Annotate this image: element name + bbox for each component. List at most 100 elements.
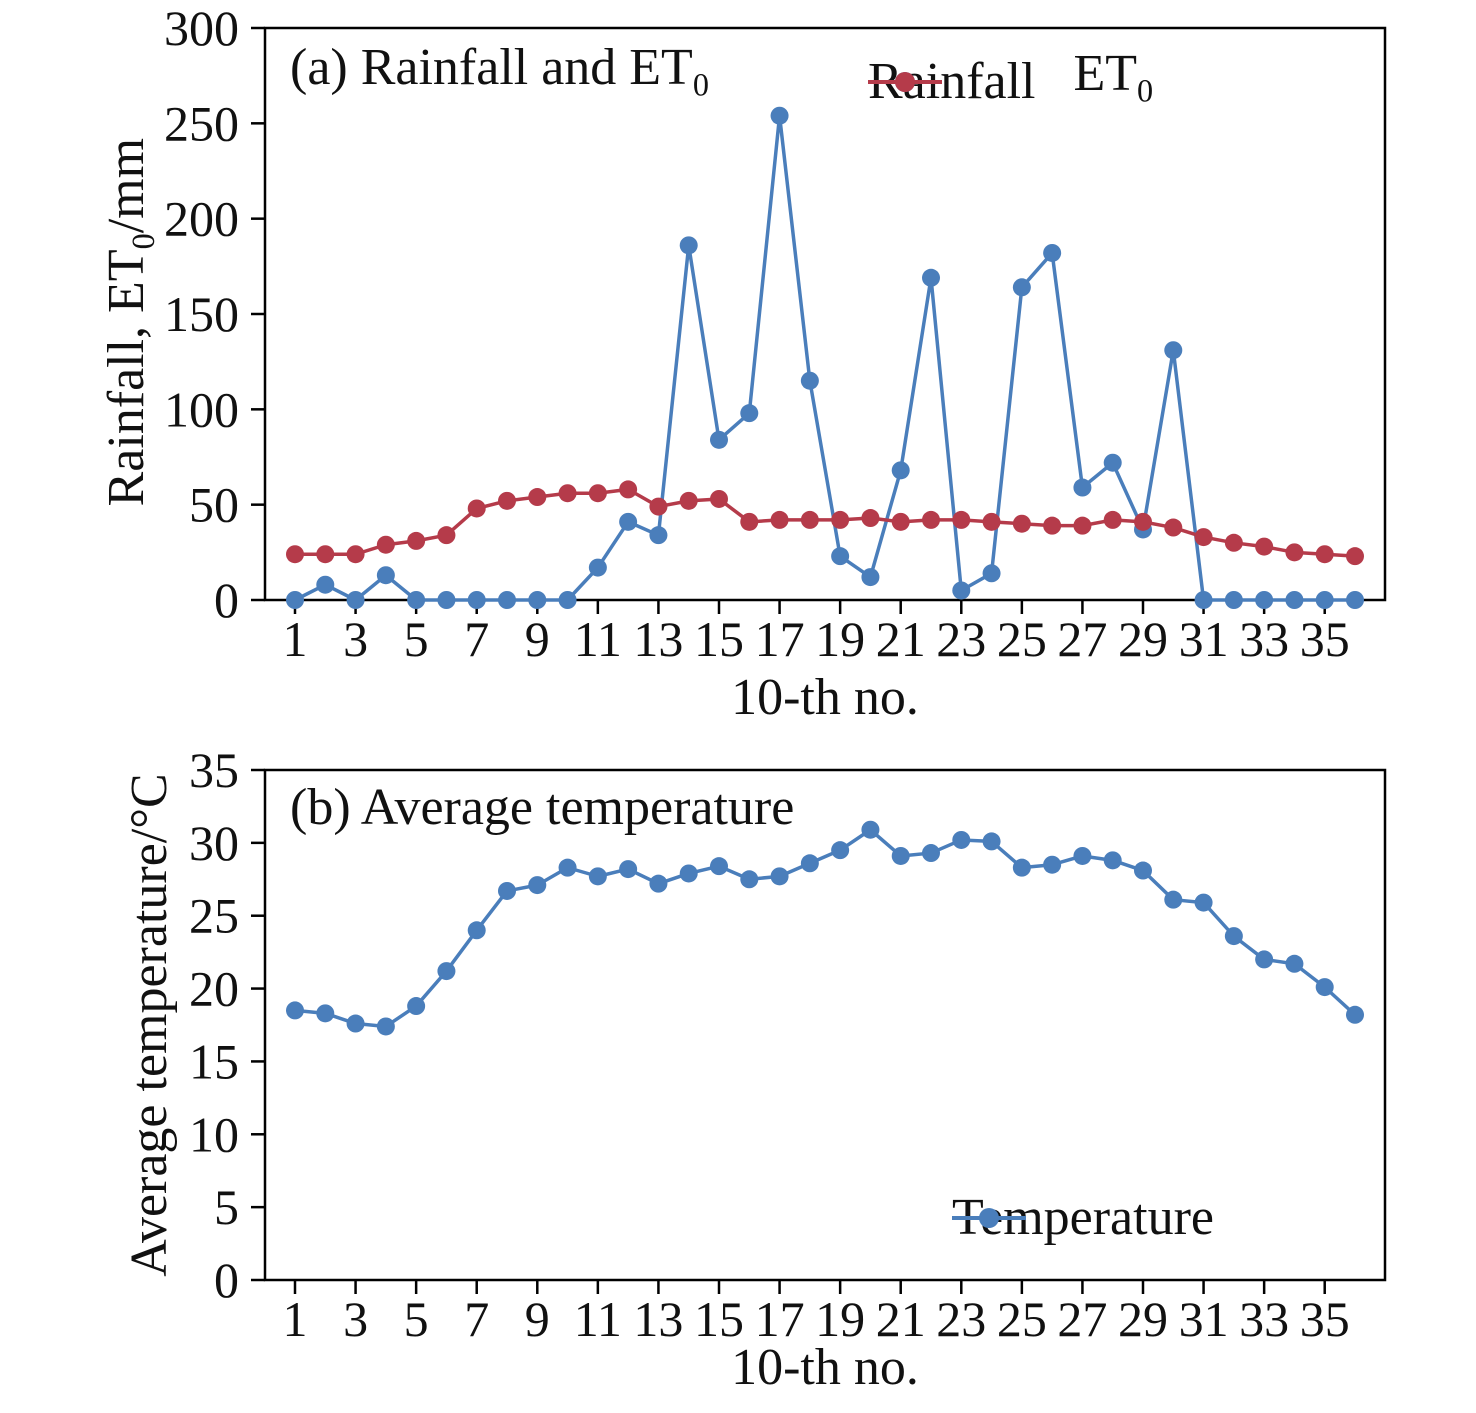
y-tick-label: 5 bbox=[214, 1179, 239, 1235]
x-tick-label: 23 bbox=[936, 1291, 986, 1347]
rainfall-data-point-marker bbox=[861, 568, 880, 587]
rainfall-data-point-marker bbox=[1255, 591, 1274, 609]
x-tick-label: 15 bbox=[694, 611, 744, 667]
panel-a-ylabel-subscript: 0 bbox=[125, 233, 162, 250]
x-tick-label: 33 bbox=[1239, 1291, 1289, 1347]
x-tick-label: 7 bbox=[464, 1291, 489, 1347]
et0-data-point-marker bbox=[1315, 545, 1334, 564]
rainfall-data-point-marker bbox=[346, 591, 365, 609]
temperature-data-point-marker bbox=[1255, 950, 1274, 969]
x-tick-label: 27 bbox=[1057, 611, 1107, 667]
x-tick-label: 9 bbox=[525, 611, 550, 667]
temperature-data-point-marker bbox=[770, 867, 789, 886]
panel-a-title: (a) Rainfall and ET0 bbox=[290, 38, 709, 114]
x-tick-label: 23 bbox=[936, 611, 986, 667]
temperature-data-point-marker bbox=[1164, 890, 1183, 909]
temperature-data-point-marker bbox=[922, 844, 940, 863]
x-tick-label: 5 bbox=[404, 1291, 429, 1347]
x-tick-label: 13 bbox=[633, 611, 683, 667]
et0-data-point-marker bbox=[922, 510, 940, 529]
legend-et0-text: ET bbox=[1073, 45, 1138, 102]
y-tick-label: 25 bbox=[189, 888, 239, 944]
rainfall-data-point-marker bbox=[740, 404, 759, 423]
et0-data-point-marker bbox=[1164, 518, 1183, 537]
et0-data-point-marker bbox=[649, 497, 668, 516]
panel-a-title-text: (a) Rainfall and ET bbox=[290, 39, 693, 96]
rainfall-data-point-marker bbox=[1164, 341, 1183, 360]
temperature-data-point-marker bbox=[649, 874, 668, 893]
et0-data-point-marker bbox=[286, 545, 304, 564]
y-tick-label: 35 bbox=[189, 742, 239, 798]
y-tick-label: 50 bbox=[189, 477, 239, 533]
et0-data-point-marker bbox=[740, 512, 759, 531]
rainfall-data-point-marker bbox=[831, 547, 850, 566]
x-tick-label: 17 bbox=[755, 611, 805, 667]
et0-data-point-marker bbox=[861, 509, 880, 528]
temperature-data-point-marker bbox=[679, 864, 698, 883]
et0-data-point-marker bbox=[558, 484, 577, 503]
rainfall-data-point-marker bbox=[286, 591, 304, 609]
y-tick-label: 100 bbox=[164, 381, 239, 437]
rainfall-data-point-marker bbox=[1346, 591, 1364, 609]
y-tick-label: 300 bbox=[164, 0, 239, 56]
et0-data-point-marker bbox=[1224, 533, 1243, 552]
temperature-data-point-marker bbox=[1194, 893, 1213, 912]
x-tick-label: 3 bbox=[343, 611, 368, 667]
y-tick-label: 10 bbox=[189, 1106, 239, 1162]
panel-b-x-axis-label: 10-th no. bbox=[731, 1339, 919, 1396]
y-tick-label: 20 bbox=[189, 961, 239, 1017]
rainfall-data-point-marker bbox=[407, 591, 426, 609]
rainfall-data-point-marker bbox=[528, 591, 547, 609]
temperature-data-point-marker bbox=[558, 858, 577, 877]
rainfall-data-point-marker bbox=[1194, 591, 1213, 609]
rainfall-data-point-marker bbox=[1012, 278, 1031, 297]
rainfall-data-point-marker bbox=[922, 268, 940, 287]
temperature-data-point-marker bbox=[1315, 978, 1334, 997]
rainfall-data-point-marker bbox=[891, 461, 910, 480]
rainfall-data-point-marker bbox=[619, 512, 638, 531]
et0-data-point-marker bbox=[1043, 516, 1062, 535]
x-tick-label: 11 bbox=[574, 1291, 622, 1347]
temperature-series-line bbox=[294, 827, 1357, 1029]
panel-b-y-axis-label: Average temperature/°C bbox=[121, 773, 178, 1277]
panel-a-ylabel-unit: /mm bbox=[97, 137, 155, 234]
legend-et0-label: ET0 bbox=[1074, 44, 1154, 120]
x-tick-label: 1 bbox=[283, 611, 308, 667]
et0-data-point-marker bbox=[800, 510, 819, 529]
temperature-data-point-marker bbox=[437, 962, 456, 981]
x-tick-label: 9 bbox=[525, 1291, 550, 1347]
x-tick-label: 19 bbox=[815, 1291, 865, 1347]
panel-a-legend: Rainfall ET0 bbox=[868, 44, 1153, 120]
x-tick-label: 31 bbox=[1179, 611, 1229, 667]
panel-a-x-axis-label: 10-th no. bbox=[731, 669, 919, 726]
et0-data-point-marker bbox=[952, 510, 971, 529]
x-tick-label: 7 bbox=[464, 611, 489, 667]
legend-et0-subscript: 0 bbox=[1137, 72, 1154, 109]
temperature-data-point-marker bbox=[831, 841, 850, 860]
et0-data-point-marker bbox=[376, 535, 395, 554]
et0-data-point-marker bbox=[1194, 528, 1213, 547]
plot-frame bbox=[263, 768, 1387, 1282]
rainfall-data-point-marker bbox=[558, 591, 577, 609]
et0-data-point-marker bbox=[1285, 543, 1304, 562]
x-tick-label: 33 bbox=[1239, 611, 1289, 667]
rainfall-data-point-marker bbox=[498, 591, 516, 609]
et0-data-point-marker bbox=[982, 512, 1001, 531]
x-tick-label: 3 bbox=[343, 1291, 368, 1347]
et0-data-point-marker bbox=[1255, 537, 1274, 556]
x-tick-label: 35 bbox=[1300, 611, 1350, 667]
temperature-data-point-marker bbox=[861, 820, 880, 839]
et0-data-point-marker bbox=[1073, 516, 1092, 535]
et0-data-point-marker bbox=[316, 545, 335, 564]
et0-data-point-marker bbox=[1134, 512, 1152, 531]
x-tick-label: 31 bbox=[1179, 1291, 1229, 1347]
temperature-data-point-marker bbox=[1346, 1005, 1364, 1024]
x-tick-label: 21 bbox=[876, 1291, 926, 1347]
panel-a-y-axis-label: Rainfall, ET0/mm bbox=[97, 22, 173, 622]
x-tick-label: 21 bbox=[876, 611, 926, 667]
rainfall-data-point-marker bbox=[982, 564, 1001, 583]
et0-data-point-marker bbox=[710, 489, 728, 508]
et0-data-point-marker bbox=[407, 531, 426, 550]
et0-legend-marker-icon bbox=[868, 72, 942, 93]
y-tick-label: 30 bbox=[189, 815, 239, 871]
